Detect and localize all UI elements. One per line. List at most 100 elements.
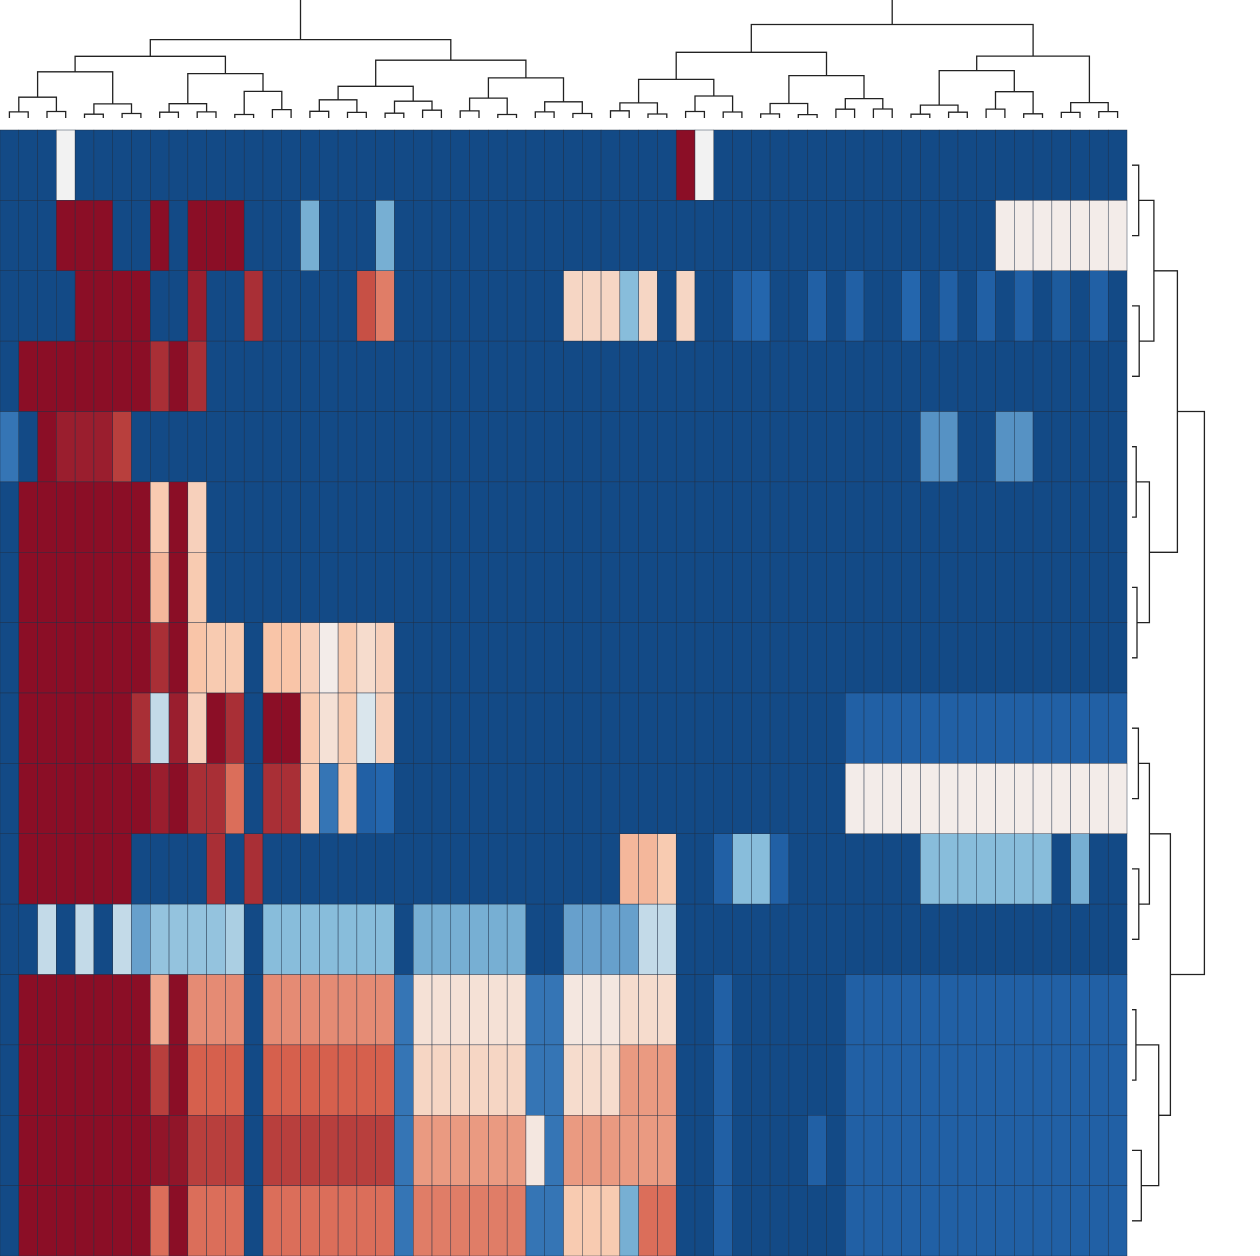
dendrogram-branch: [468, 97, 508, 115]
heatmap-cell: [431, 411, 452, 483]
heatmap-cell: [0, 833, 20, 905]
heatmap-cell: [225, 833, 245, 905]
heatmap-cell: [488, 1115, 508, 1186]
heatmap-cell: [638, 270, 658, 342]
heatmap-cell: [995, 1115, 1015, 1186]
heatmap-cell: [206, 1044, 226, 1116]
heatmap-cell: [563, 903, 583, 975]
heatmap-cell: [281, 1185, 301, 1256]
heatmap-cell: [863, 129, 884, 201]
heatmap-cell: [1089, 903, 1109, 975]
heatmap-cell: [469, 692, 489, 764]
heatmap-cell: [525, 200, 545, 271]
heatmap-cell: [619, 340, 639, 412]
heatmap-cell: [938, 763, 959, 834]
heatmap-cell: [56, 552, 76, 623]
heatmap-cell: [995, 1044, 1015, 1116]
heatmap-cell: [56, 763, 76, 834]
heatmap-cell: [544, 411, 564, 483]
heatmap-cell: [882, 200, 902, 271]
dendrogram-branch: [1132, 1149, 1142, 1222]
heatmap-cell: [938, 200, 959, 271]
dendrogram-branch: [637, 78, 715, 103]
heatmap-cell: [1070, 481, 1090, 553]
heatmap-cell: [694, 763, 714, 834]
heatmap-cell: [675, 833, 696, 905]
heatmap-cell: [1032, 692, 1053, 764]
heatmap-cell: [769, 270, 790, 342]
heatmap-cell: [544, 552, 564, 623]
heatmap-cell: [150, 340, 170, 412]
heatmap-cell: [375, 763, 395, 834]
heatmap-cell: [713, 1115, 733, 1186]
heatmap-cell: [394, 763, 414, 834]
heatmap-cell: [957, 1115, 977, 1186]
heatmap-cell: [807, 1044, 827, 1116]
heatmap-cell: [920, 1044, 940, 1116]
heatmap-cell: [37, 1044, 57, 1116]
heatmap-cell: [319, 200, 339, 271]
heatmap-cell: [525, 763, 545, 834]
heatmap-cell: [751, 974, 771, 1046]
dendrogram-branch: [844, 97, 884, 110]
heatmap-cell: [0, 411, 20, 483]
heatmap-cell: [0, 1044, 20, 1116]
heatmap-cell: [413, 481, 433, 553]
heatmap-cell: [375, 270, 395, 342]
heatmap-cell: [845, 552, 865, 623]
heatmap-cell: [262, 974, 282, 1046]
heatmap-cell: [995, 1185, 1015, 1256]
heatmap-cell: [675, 974, 696, 1046]
heatmap-cell: [938, 129, 959, 201]
heatmap-cell: [18, 481, 38, 553]
heatmap-cell: [525, 270, 545, 342]
heatmap-cell: [1107, 1185, 1128, 1256]
heatmap-cell: [506, 1115, 527, 1186]
heatmap-cell: [319, 270, 339, 342]
heatmap-cell: [525, 903, 545, 975]
heatmap-cell: [206, 200, 226, 271]
dendrogram-branch: [375, 59, 527, 87]
heatmap-cell: [93, 903, 113, 975]
heatmap-cell: [619, 692, 639, 764]
heatmap-cell: [563, 974, 583, 1046]
heatmap-cell: [168, 340, 189, 412]
heatmap-cell: [1014, 1044, 1034, 1116]
heatmap-cell: [732, 1044, 752, 1116]
heatmap-cell: [1051, 129, 1071, 201]
heatmap-cell: [957, 552, 977, 623]
heatmap-cell: [544, 340, 564, 412]
heatmap-cell: [619, 270, 639, 342]
dendrogram-branch: [149, 38, 452, 61]
heatmap-cell: [675, 692, 696, 764]
heatmap-cell: [150, 903, 170, 975]
heatmap-cell: [1051, 1115, 1071, 1186]
heatmap-cell: [431, 692, 452, 764]
heatmap-cell: [187, 622, 207, 694]
heatmap-cell: [694, 1185, 714, 1256]
heatmap-cell: [863, 552, 884, 623]
heatmap-cell: [74, 974, 95, 1046]
heatmap-cell: [1014, 833, 1034, 905]
heatmap-cell: [394, 622, 414, 694]
heatmap-cell: [413, 833, 433, 905]
heatmap-cell: [93, 481, 113, 553]
dendrogram-branch: [1170, 410, 1206, 976]
heatmap-cell: [976, 692, 996, 764]
heatmap-cell: [243, 622, 264, 694]
heatmap-cell: [657, 270, 677, 342]
heatmap-cell: [845, 833, 865, 905]
heatmap-cell: [788, 411, 808, 483]
heatmap-cell: [225, 129, 245, 201]
heatmap-cell: [751, 903, 771, 975]
heatmap-cell: [1014, 129, 1034, 201]
heatmap-cell: [1070, 1115, 1090, 1186]
heatmap-cell: [582, 763, 602, 834]
heatmap-cell: [243, 552, 264, 623]
heatmap-cell: [976, 552, 996, 623]
heatmap-cell: [995, 692, 1015, 764]
heatmap-cell: [356, 270, 376, 342]
dendrogram-branch: [1132, 446, 1137, 518]
dendrogram-branch: [421, 109, 443, 118]
dendrogram-branch: [234, 113, 255, 118]
